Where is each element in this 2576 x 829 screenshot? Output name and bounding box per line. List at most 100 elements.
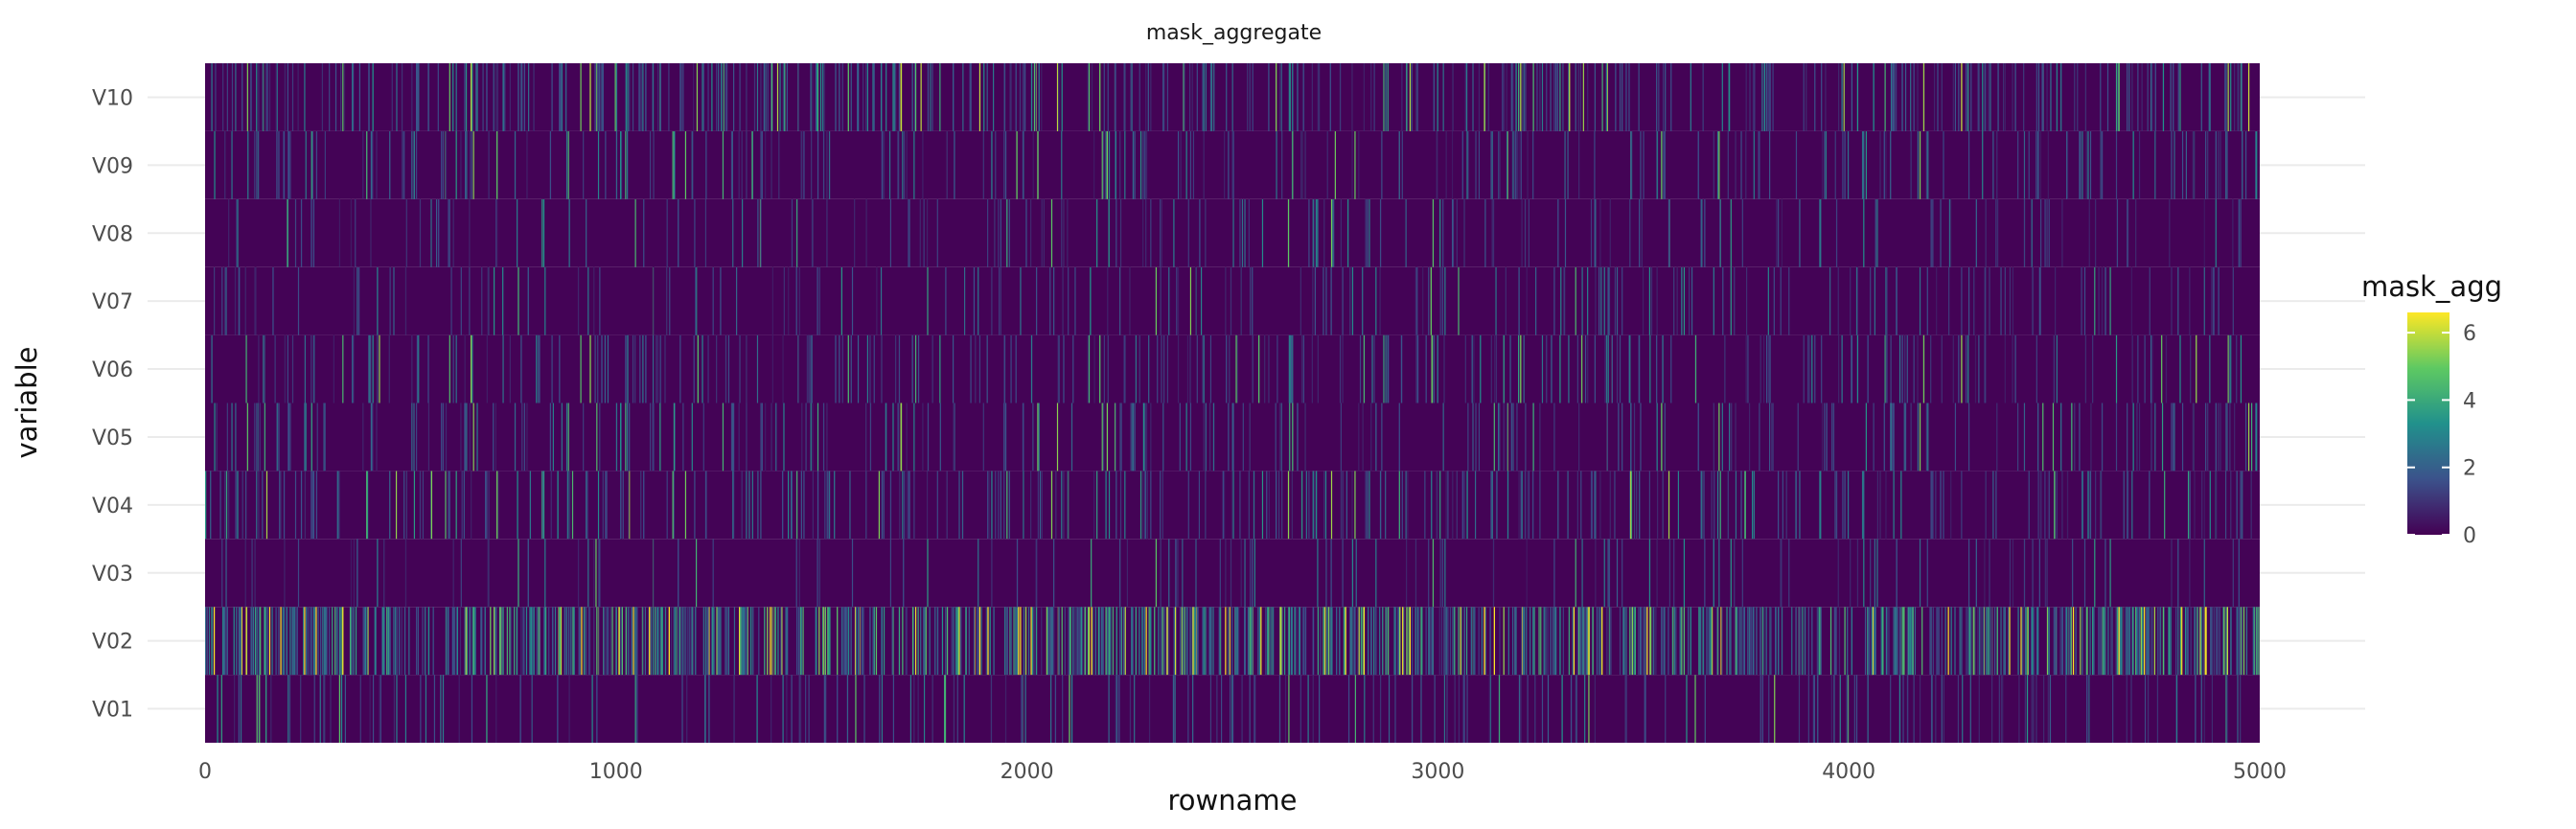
heatmap-cell bbox=[1053, 607, 1055, 676]
heatmap-cell bbox=[294, 471, 297, 540]
heatmap-cell bbox=[293, 607, 295, 676]
heatmap-cell bbox=[881, 675, 884, 743]
heatmap-cell bbox=[1239, 471, 1241, 540]
heatmap-cell bbox=[1116, 675, 1118, 743]
heatmap-cell bbox=[2202, 607, 2205, 676]
heatmap-cell bbox=[1364, 675, 1366, 743]
heatmap-cell bbox=[801, 403, 803, 472]
heatmap-cell bbox=[1090, 266, 1092, 335]
heatmap-cell bbox=[2150, 403, 2152, 472]
heatmap-cell bbox=[1870, 266, 1872, 335]
heatmap-cell bbox=[355, 198, 356, 267]
heatmap-cell bbox=[1838, 63, 1840, 131]
heatmap-cell bbox=[452, 63, 454, 131]
heatmap-cell bbox=[2238, 607, 2240, 676]
heatmap-cell bbox=[1547, 607, 1549, 676]
heatmap-cell bbox=[2218, 403, 2220, 472]
heatmap-cell bbox=[1701, 471, 1703, 540]
heatmap-cell bbox=[771, 334, 774, 403]
heatmap-cell bbox=[310, 130, 312, 199]
heatmap-cell bbox=[939, 334, 941, 403]
heatmap-cell bbox=[1241, 198, 1244, 267]
heatmap-cell bbox=[1372, 675, 1374, 743]
heatmap-cell bbox=[1759, 130, 1760, 199]
heatmap-cell bbox=[828, 471, 831, 540]
heatmap-cell bbox=[1273, 607, 1275, 676]
heatmap-cell bbox=[1978, 334, 1980, 403]
heatmap-cell bbox=[2131, 334, 2133, 403]
heatmap-cell bbox=[1731, 403, 1733, 472]
heatmap-cell bbox=[2185, 130, 2188, 199]
heatmap-cell bbox=[284, 539, 286, 608]
heatmap-cell bbox=[925, 607, 927, 676]
heatmap-cell bbox=[1761, 607, 1763, 676]
heatmap-cell bbox=[722, 130, 724, 199]
heatmap-cell bbox=[1294, 607, 1296, 676]
heatmap-cell bbox=[2171, 266, 2173, 335]
heatmap-cell bbox=[1223, 471, 1226, 540]
heatmap-cell bbox=[2209, 471, 2211, 540]
heatmap-cell bbox=[262, 471, 264, 540]
heatmap-cell bbox=[644, 607, 647, 676]
heatmap-cell bbox=[580, 334, 582, 403]
heatmap-cell bbox=[1094, 607, 1096, 676]
heatmap-cell bbox=[244, 539, 246, 608]
heatmap-cell bbox=[1317, 198, 1319, 267]
heatmap-cell bbox=[1856, 334, 1859, 403]
heatmap-cell bbox=[1312, 607, 1314, 676]
heatmap-cell bbox=[1516, 130, 1518, 199]
heatmap-cell bbox=[678, 607, 681, 676]
heatmap-cell bbox=[1807, 675, 1809, 743]
heatmap-cell bbox=[1696, 130, 1699, 199]
heatmap-cell bbox=[257, 130, 259, 199]
heatmap-cell bbox=[1120, 403, 1122, 472]
heatmap-cell bbox=[747, 607, 748, 676]
heatmap-cell bbox=[2127, 607, 2128, 676]
heatmap-cell bbox=[1727, 130, 1729, 199]
heatmap-cell bbox=[1231, 607, 1233, 676]
heatmap-cell bbox=[1205, 471, 1207, 540]
heatmap-cell bbox=[231, 63, 234, 131]
heatmap-cell bbox=[1746, 266, 1748, 335]
heatmap-cell bbox=[2032, 607, 2034, 676]
heatmap-cell bbox=[653, 539, 655, 608]
heatmap-cell bbox=[733, 607, 736, 676]
heatmap-cell bbox=[1926, 539, 1928, 608]
heatmap-cell bbox=[238, 675, 240, 743]
heatmap-cell bbox=[1144, 130, 1146, 199]
heatmap-cell bbox=[1611, 334, 1613, 403]
heatmap-cell bbox=[1281, 607, 1283, 676]
heatmap-cell bbox=[1557, 198, 1559, 267]
heatmap-cell bbox=[1521, 63, 1524, 131]
heatmap-cell bbox=[2233, 63, 2236, 131]
heatmap-cell bbox=[1287, 607, 1290, 676]
y-tick-label-v07: V07 bbox=[92, 290, 133, 314]
heatmap-cell bbox=[591, 675, 593, 743]
heatmap-cell bbox=[1619, 63, 1622, 131]
heatmap-cell bbox=[822, 607, 824, 676]
heatmap-cell bbox=[1735, 130, 1736, 199]
heatmap-cell bbox=[404, 539, 407, 608]
heatmap-cell bbox=[649, 130, 652, 199]
heatmap-cell bbox=[311, 130, 314, 199]
heatmap-cell bbox=[1284, 675, 1287, 743]
heatmap-cell bbox=[786, 607, 789, 676]
heatmap-cell bbox=[796, 198, 798, 267]
heatmap-cell bbox=[1761, 675, 1763, 743]
heatmap-cell bbox=[235, 403, 237, 472]
heatmap-cell bbox=[2055, 607, 2057, 676]
heatmap-cell bbox=[1532, 130, 1534, 199]
heatmap-cell bbox=[1770, 607, 1773, 676]
heatmap-cell bbox=[1985, 63, 1987, 131]
heatmap-cell bbox=[2121, 607, 2124, 676]
heatmap-cell bbox=[2255, 130, 2257, 199]
heatmap-cell bbox=[1368, 198, 1370, 267]
heatmap-cell bbox=[1555, 63, 1557, 131]
y-axis-title: variable bbox=[11, 346, 43, 459]
heatmap-cell bbox=[1363, 334, 1366, 403]
heatmap-cell bbox=[1984, 334, 1986, 403]
heatmap-cell bbox=[717, 607, 719, 676]
heatmap-cell bbox=[2209, 334, 2211, 403]
heatmap-cell bbox=[275, 607, 277, 676]
heatmap-cell bbox=[1728, 403, 1731, 472]
